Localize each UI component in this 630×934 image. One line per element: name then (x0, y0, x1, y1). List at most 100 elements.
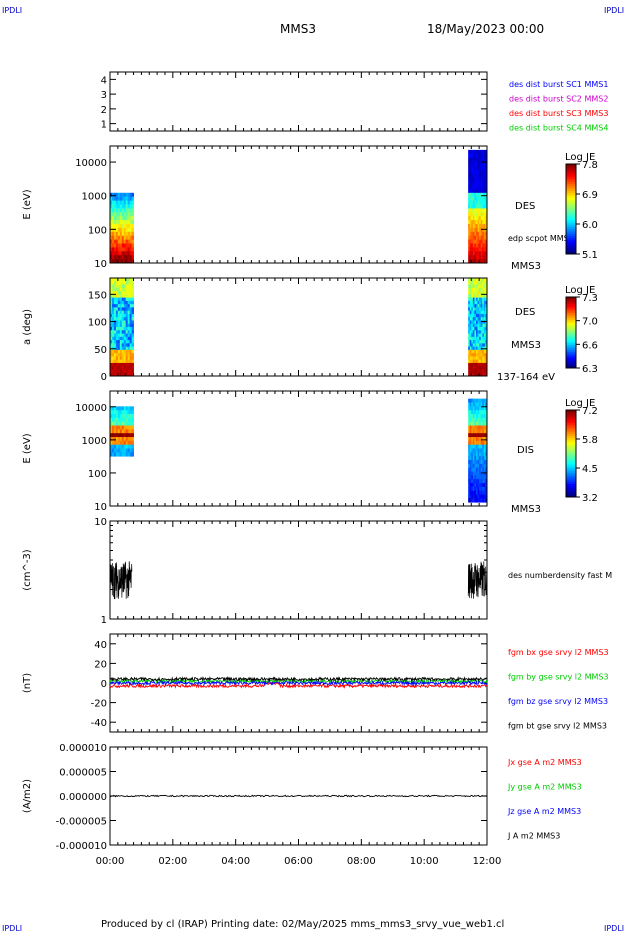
des-pitch-cell (471, 369, 474, 374)
dis-energy-cell (468, 463, 471, 469)
des-energy-cell (129, 239, 132, 244)
dis-energy-cell (111, 421, 115, 426)
des-pitch-cell (115, 291, 119, 295)
des-energy-cell (477, 185, 480, 190)
des-pitch-cell (472, 340, 475, 344)
dis-energy-cell (117, 437, 121, 442)
des-pitch-cell (474, 346, 477, 351)
des-pitch-cell (123, 300, 127, 305)
dis-energy-cell (485, 440, 488, 446)
dis-energy-cell (471, 456, 474, 461)
des-energy-cell (477, 259, 480, 264)
dis-energy-cell (476, 475, 478, 480)
des-energy-cell (127, 255, 131, 260)
des-pitch-cell (117, 366, 121, 370)
des-pitch-cell (131, 372, 134, 377)
des-energy-cell (483, 192, 486, 198)
dis-energy-cell (476, 463, 478, 469)
des-pitch-cell (469, 372, 472, 377)
des-energy-cell (117, 208, 121, 213)
dis-energy-cell (469, 463, 472, 469)
dis-energy-cell (482, 486, 485, 492)
des-energy-cell (482, 161, 485, 166)
des-pitch-cell (485, 323, 488, 328)
dis-energy-cell (113, 437, 117, 442)
des-pitch-cell (482, 327, 485, 331)
des-energy-cell (471, 243, 474, 248)
des-pitch-cell (483, 327, 486, 331)
dis-energy-cell (483, 463, 486, 469)
colorbar-des-energy-swatch (566, 191, 576, 194)
des-pitch-cell (469, 313, 472, 318)
des-energy-cell (482, 185, 485, 190)
dis-energy-cell (482, 444, 485, 449)
des-energy-cell (111, 216, 115, 221)
des-pitch-cell (113, 369, 117, 374)
colorbar-des-energy-swatch (566, 251, 576, 255)
des-pitch-cell (117, 307, 121, 312)
des-pitch-cell (129, 362, 132, 367)
label-dis: DIS (517, 445, 534, 456)
des-energy-cell (471, 169, 474, 174)
des-pitch-cell (482, 340, 485, 344)
des-pitch-cell (482, 287, 485, 292)
des-pitch-cell (117, 356, 121, 361)
des-pitch-cell (121, 297, 125, 302)
dis-energy-cell (477, 448, 480, 453)
des-pitch-cell (117, 297, 121, 302)
des-pitch-cell (468, 300, 471, 305)
dis-energy-cell (471, 460, 474, 465)
dis-energy-cell (472, 437, 475, 442)
des-energy-cell (127, 259, 131, 264)
des-pitch-cell (474, 294, 477, 298)
dis-energy-cell (483, 421, 486, 426)
des-energy-cell (117, 259, 121, 264)
des-energy-cell (472, 239, 475, 244)
des-pitch-cell (483, 310, 486, 315)
des-energy-cell (485, 243, 488, 248)
des-pitch-cell (480, 310, 483, 315)
des-pitch-cell (479, 343, 482, 347)
dis-energy-cell (123, 410, 127, 415)
des-energy-cell (111, 192, 115, 198)
des-pitch-cell (477, 307, 480, 312)
des-pitch-cell (474, 359, 477, 364)
des-pitch-cell (125, 297, 129, 302)
des-pitch-cell (113, 340, 117, 344)
des-pitch-cell (123, 359, 127, 364)
dis-energy-cell (113, 425, 117, 430)
des-pitch-cell (121, 278, 125, 282)
dis-energy-cell (110, 421, 113, 426)
des-energy-cell (480, 255, 483, 260)
des-energy-cell (480, 173, 483, 178)
des-energy-cell (485, 224, 488, 229)
des-energy-cell (119, 192, 123, 198)
des-pitch-cell (469, 297, 472, 302)
dis-energy-cell (468, 437, 471, 442)
des-pitch-cell (476, 291, 478, 295)
des-pitch-cell (127, 300, 131, 305)
des-pitch-cell (480, 336, 483, 341)
des-energy-cell (117, 204, 121, 209)
des-pitch-cell (472, 356, 475, 361)
des-pitch-cell (127, 346, 131, 351)
dis-energy-cell (121, 444, 125, 449)
dis-energy-cell (474, 498, 477, 503)
dis-energy-cell (469, 425, 472, 430)
des-pitch-cell (113, 336, 117, 341)
dis-energy-cell (472, 483, 475, 488)
des-energy-cell (468, 177, 471, 182)
des-energy-cell (476, 247, 478, 252)
dis-energy-cell (121, 429, 125, 434)
dis-energy-cell (479, 421, 482, 426)
des-pitch-cell (472, 307, 475, 312)
des-energy-cell (480, 181, 483, 186)
des-pitch-cell (469, 343, 472, 347)
dis-energy-cell (472, 414, 475, 419)
des-pitch-cell (113, 330, 117, 334)
des-pitch-cell (480, 317, 483, 321)
des-pitch-cell (471, 278, 474, 282)
dis-energy-cell (468, 460, 471, 465)
des-pitch-cell (127, 362, 131, 367)
des-energy-cell (472, 196, 475, 201)
